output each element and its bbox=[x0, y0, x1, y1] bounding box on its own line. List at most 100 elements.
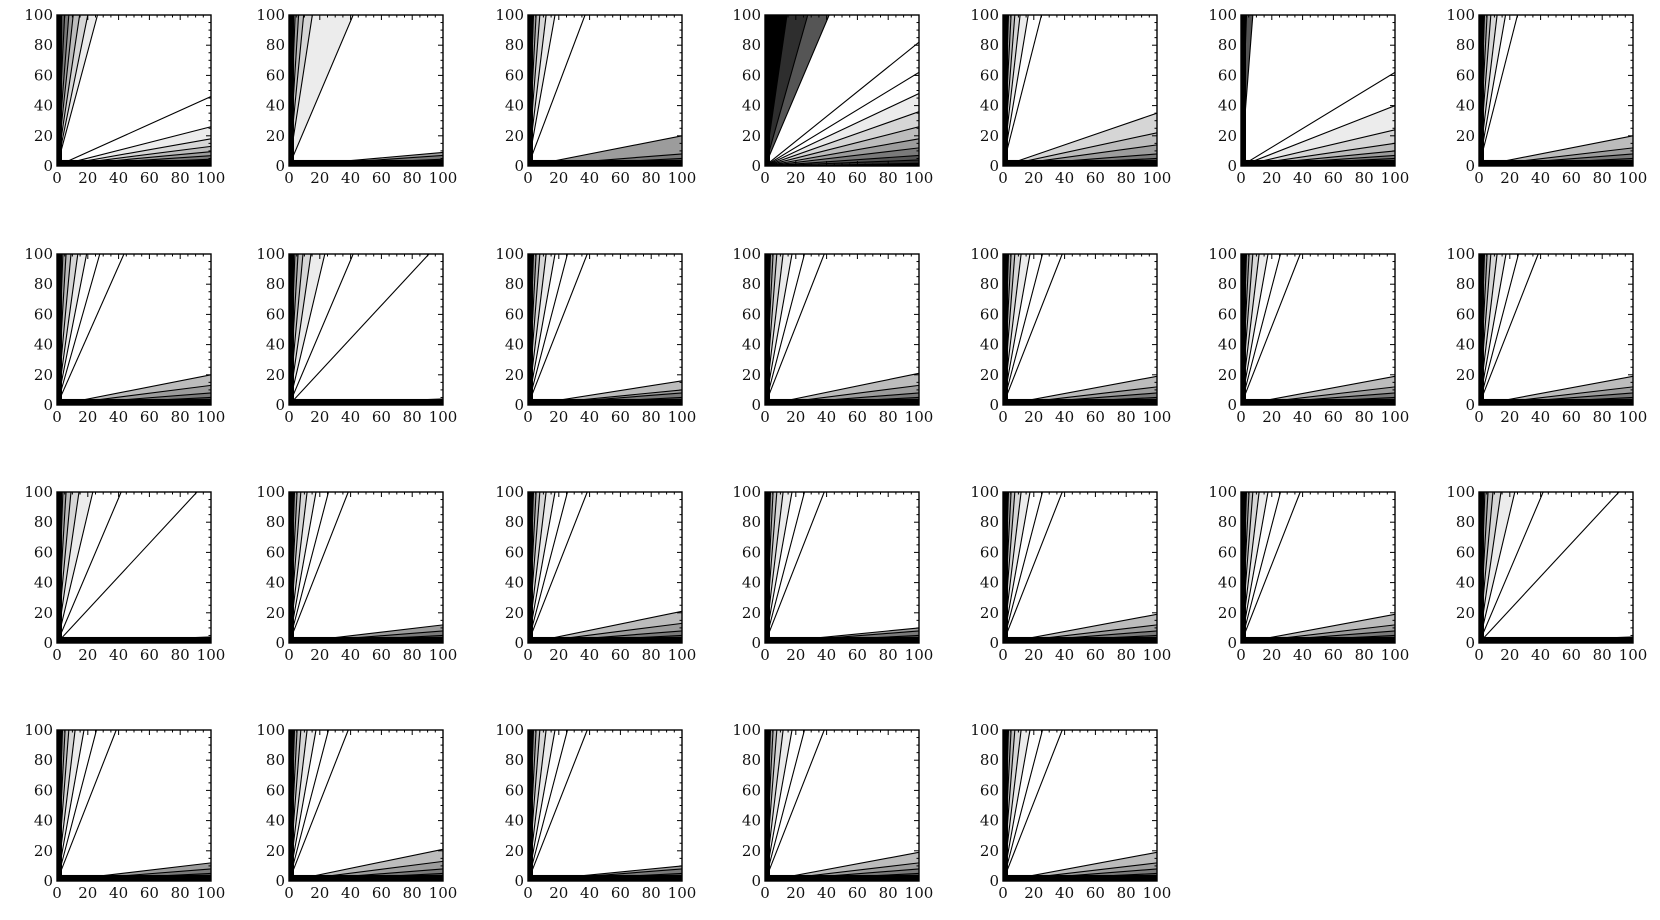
panel-plot-area bbox=[765, 492, 919, 643]
bottom-edge-band bbox=[57, 636, 211, 643]
bottom-edge-band bbox=[765, 398, 919, 405]
y-tick-label: 20 bbox=[266, 127, 285, 145]
contour-line bbox=[289, 492, 330, 643]
y-tick-label: 60 bbox=[34, 66, 53, 84]
x-tick-label: 80 bbox=[171, 884, 190, 902]
y-tick-label: 20 bbox=[742, 604, 761, 622]
panel-plot-area bbox=[765, 254, 919, 405]
y-tick-label: 100 bbox=[732, 721, 761, 739]
y-tick-label: 40 bbox=[1456, 336, 1475, 354]
x-tick-label: 0 bbox=[52, 408, 62, 426]
bottom-edge-band bbox=[1241, 159, 1395, 166]
contour-line bbox=[528, 730, 588, 881]
contour-line bbox=[57, 126, 211, 166]
contour-line bbox=[765, 492, 825, 643]
x-tick-label: 40 bbox=[341, 646, 360, 664]
x-tick-label: 80 bbox=[171, 408, 190, 426]
x-tick-label: 80 bbox=[1117, 408, 1136, 426]
y-tick-label: 0 bbox=[514, 872, 524, 890]
y-tick-label: 0 bbox=[275, 872, 285, 890]
contour-panel-7: 0 20 40 60 80 100 0 20 40 60 80 100 bbox=[1446, 6, 1647, 187]
x-tick-label: 20 bbox=[549, 169, 568, 187]
x-tick-label: 20 bbox=[1500, 646, 1519, 664]
x-tick-label: 80 bbox=[1117, 884, 1136, 902]
contour-line bbox=[1479, 254, 1539, 405]
contour-line bbox=[765, 254, 825, 405]
bottom-edge-band bbox=[1479, 636, 1633, 643]
x-tick-label: 100 bbox=[905, 408, 934, 426]
x-tick-label: 60 bbox=[1562, 169, 1581, 187]
y-tick-label: 80 bbox=[34, 36, 53, 54]
y-tick-label: 80 bbox=[266, 275, 285, 293]
x-tick-label: 60 bbox=[1324, 408, 1343, 426]
y-tick-label: 20 bbox=[1218, 127, 1237, 145]
y-tick-label: 20 bbox=[266, 366, 285, 384]
contour-line bbox=[528, 15, 586, 166]
contour-line bbox=[289, 730, 330, 881]
x-tick-label: 100 bbox=[429, 884, 458, 902]
panel-plot-area bbox=[528, 492, 682, 643]
x-tick-label: 40 bbox=[580, 646, 599, 664]
x-tick-label: 0 bbox=[284, 646, 294, 664]
y-tick-label: 100 bbox=[732, 245, 761, 263]
x-tick-label: 60 bbox=[372, 169, 391, 187]
y-tick-label: 100 bbox=[256, 6, 285, 24]
x-tick-label: 60 bbox=[140, 884, 159, 902]
x-tick-label: 0 bbox=[284, 884, 294, 902]
bottom-edge-band bbox=[1003, 636, 1157, 643]
y-tick-label: 60 bbox=[34, 543, 53, 561]
y-tick-label: 0 bbox=[275, 396, 285, 414]
x-tick-label: 100 bbox=[429, 646, 458, 664]
bottom-edge-band bbox=[765, 636, 919, 643]
y-tick-label: 100 bbox=[256, 245, 285, 263]
x-tick-label: 100 bbox=[429, 169, 458, 187]
y-tick-label: 40 bbox=[980, 574, 999, 592]
y-tick-label: 60 bbox=[1218, 543, 1237, 561]
y-tick-label: 60 bbox=[266, 781, 285, 799]
x-tick-label: 20 bbox=[78, 169, 97, 187]
y-tick-label: 100 bbox=[732, 483, 761, 501]
x-tick-label: 40 bbox=[1531, 408, 1550, 426]
y-tick-label: 40 bbox=[266, 574, 285, 592]
y-tick-label: 20 bbox=[980, 366, 999, 384]
contour-line bbox=[57, 730, 117, 881]
bottom-edge-band bbox=[528, 636, 682, 643]
contour-line bbox=[765, 111, 919, 166]
x-tick-label: 40 bbox=[1055, 884, 1074, 902]
x-tick-label: 60 bbox=[140, 169, 159, 187]
x-tick-label: 100 bbox=[197, 169, 226, 187]
y-tick-label: 60 bbox=[1456, 305, 1475, 323]
y-tick-label: 0 bbox=[275, 157, 285, 175]
x-tick-label: 80 bbox=[642, 884, 661, 902]
x-tick-label: 80 bbox=[879, 408, 898, 426]
y-tick-label: 0 bbox=[514, 396, 524, 414]
y-tick-label: 0 bbox=[989, 872, 999, 890]
y-tick-label: 0 bbox=[43, 396, 53, 414]
x-tick-label: 100 bbox=[1381, 408, 1410, 426]
y-tick-label: 100 bbox=[1208, 6, 1237, 24]
x-tick-label: 100 bbox=[197, 408, 226, 426]
contour-line bbox=[1003, 492, 1044, 643]
contour-line bbox=[1241, 254, 1301, 405]
x-tick-label: 40 bbox=[1055, 646, 1074, 664]
bottom-edge-band bbox=[57, 874, 211, 881]
y-tick-label: 0 bbox=[1227, 157, 1237, 175]
x-tick-label: 20 bbox=[1500, 408, 1519, 426]
contour-panel-2: 0 20 40 60 80 100 0 20 40 60 80 100 bbox=[256, 6, 457, 187]
x-tick-label: 40 bbox=[1055, 408, 1074, 426]
x-tick-label: 0 bbox=[760, 408, 770, 426]
y-tick-label: 60 bbox=[266, 66, 285, 84]
panel-plot-area bbox=[57, 730, 211, 881]
bottom-edge-band bbox=[765, 874, 919, 881]
x-tick-label: 40 bbox=[817, 169, 836, 187]
contour-panel-21: 0 20 40 60 80 100 0 20 40 60 80 100 bbox=[1446, 483, 1647, 664]
y-tick-label: 80 bbox=[266, 36, 285, 54]
x-tick-label: 20 bbox=[310, 408, 329, 426]
y-tick-label: 80 bbox=[980, 513, 999, 531]
y-tick-label: 80 bbox=[980, 275, 999, 293]
y-tick-label: 60 bbox=[34, 781, 53, 799]
y-tick-label: 60 bbox=[1456, 543, 1475, 561]
y-tick-label: 60 bbox=[980, 66, 999, 84]
panel-plot-area bbox=[1479, 254, 1633, 405]
x-tick-label: 40 bbox=[817, 646, 836, 664]
